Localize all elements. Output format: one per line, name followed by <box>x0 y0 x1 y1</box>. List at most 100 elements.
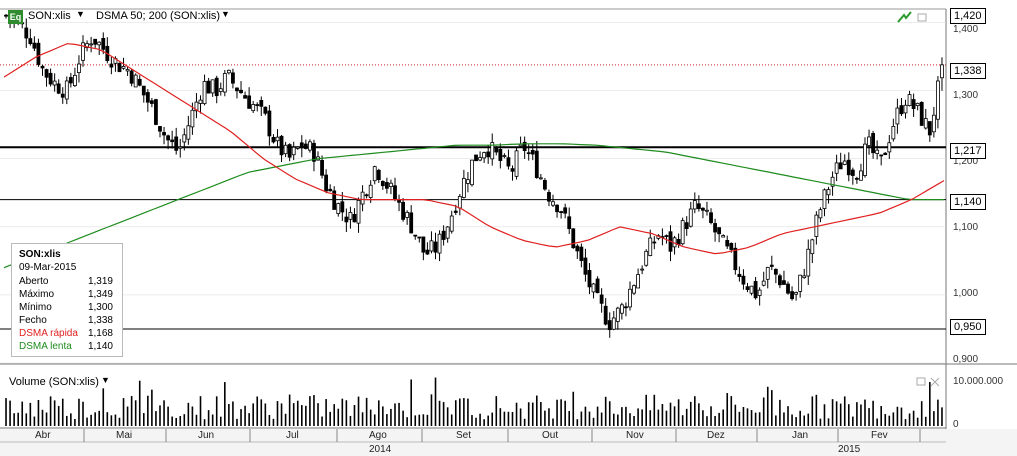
candle-body <box>903 104 908 114</box>
candle-body <box>688 208 693 227</box>
eq-badge[interactable]: Eq <box>8 10 23 24</box>
info-value: 1,338 <box>87 315 113 326</box>
price-pane <box>0 9 946 363</box>
volume-close-icon[interactable] <box>930 377 940 387</box>
candle-body <box>263 106 268 114</box>
candle-body <box>632 285 636 294</box>
candle-body <box>60 93 65 98</box>
price-tag-line2: 1,140 <box>950 194 986 210</box>
x-month-label: Dez <box>707 430 725 441</box>
candle-body <box>583 257 588 275</box>
candle-body <box>765 267 770 280</box>
candle-body <box>773 268 778 275</box>
info-title: SON:xlis <box>19 249 61 260</box>
indicator-dropdown-icon[interactable]: ▼ <box>221 9 230 19</box>
candle-body <box>741 275 746 285</box>
candle-body <box>628 288 632 308</box>
volume-maximize-icon[interactable] <box>916 377 926 386</box>
candle-body <box>680 220 685 245</box>
candle-body <box>433 241 438 253</box>
candle-body <box>303 143 308 149</box>
candle-body <box>859 170 863 181</box>
x-month-label: Out <box>542 430 559 441</box>
candle-body <box>757 289 762 296</box>
candle-body <box>121 65 126 69</box>
candle-body <box>871 133 875 154</box>
candle-body <box>534 150 539 179</box>
volume-label[interactable]: Volume (SON:xlis) <box>9 376 99 388</box>
candle-body <box>312 142 316 162</box>
trend-icon[interactable] <box>897 11 912 23</box>
candle-body <box>498 148 503 161</box>
candle-body <box>494 147 499 153</box>
candle-body <box>4 14 8 17</box>
candle-body <box>149 100 154 104</box>
candle-body <box>927 121 932 136</box>
y-tick: 1,300 <box>953 90 979 101</box>
candle-body <box>490 142 495 160</box>
candle-body <box>457 196 462 209</box>
y-tick: 1,200 <box>953 156 979 167</box>
candle-body <box>530 149 535 155</box>
candle-body <box>271 136 276 143</box>
candle-body <box>218 88 223 92</box>
candle-body <box>445 226 450 239</box>
candle-body <box>729 242 734 250</box>
candle-body <box>830 176 835 187</box>
volume-dropdown-icon[interactable]: ▼ <box>101 375 110 385</box>
x-month-label: Jun <box>198 430 215 441</box>
candle-body <box>478 157 482 161</box>
indicator-label[interactable]: DSMA 50; 200 (SON:xlis) <box>96 10 221 22</box>
info-row-close: Fecho 1,338 <box>19 315 119 326</box>
candle-body <box>571 228 576 249</box>
candle-body <box>599 294 604 304</box>
info-value: 1,140 <box>87 341 113 352</box>
candle-body <box>684 222 689 230</box>
ohlc-info-panel: SON:xlis 09-Mar-2015 Aberto 1,319 Máximo 1… <box>11 243 123 357</box>
candle-body <box>846 159 851 176</box>
candle-body <box>806 248 811 277</box>
info-value: 1,300 <box>87 302 113 313</box>
candle-body <box>543 180 547 190</box>
volume-tick: 0 <box>953 419 959 430</box>
info-label: Mínimo <box>19 302 52 313</box>
candle-body <box>834 162 839 174</box>
candle-body <box>867 136 871 146</box>
symbol-dropdown-icon[interactable]: ▼ <box>76 9 85 19</box>
candle-body <box>340 201 345 213</box>
candle-body <box>251 104 256 112</box>
candle-body <box>603 305 608 325</box>
candle-body <box>348 212 353 220</box>
candle-body <box>393 185 397 200</box>
candle-body <box>243 95 247 99</box>
candle-body <box>368 184 373 198</box>
candle-body <box>737 273 742 278</box>
info-row-fast-ma: DSMA rápida 1,168 <box>19 328 119 339</box>
candle-body <box>466 179 470 184</box>
candle-body <box>579 246 584 261</box>
candle-body <box>895 107 900 125</box>
candle-body <box>611 317 616 330</box>
candle-body <box>129 70 134 84</box>
candle-body <box>320 159 324 176</box>
candle-body <box>510 168 515 172</box>
candle-body <box>162 132 166 136</box>
candle-body <box>210 79 215 94</box>
info-value: 1,349 <box>87 289 113 300</box>
candle-body <box>222 73 227 93</box>
candle-body <box>664 235 669 237</box>
candle-body <box>449 215 454 232</box>
maximize-icon[interactable] <box>917 13 927 22</box>
candle-body <box>636 274 640 289</box>
candle-body <box>275 136 280 142</box>
x-month-label: Ago <box>369 430 387 441</box>
candle-body <box>109 63 114 68</box>
candle-body <box>267 110 272 137</box>
info-row-open: Aberto 1,319 <box>19 276 119 287</box>
candle-body <box>526 152 531 155</box>
candle-body <box>745 286 750 290</box>
candle-body <box>198 99 203 104</box>
symbol-label[interactable]: SON:xlis <box>28 10 71 22</box>
price-tag-line3: 0,950 <box>950 319 986 335</box>
